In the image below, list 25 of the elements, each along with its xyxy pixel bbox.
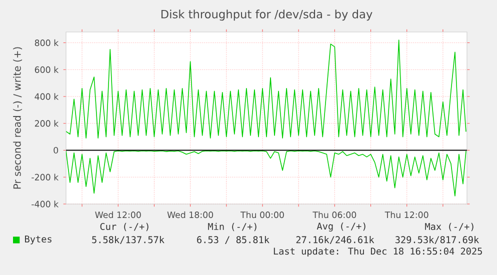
text: 329.53k/817.69k — [395, 236, 479, 244]
text: Min (-/+) — [208, 222, 256, 232]
y-tick-label: 800 k — [34, 39, 59, 46]
text: Last update: Thu Dec 18 16:55:04 2025 — [274, 247, 482, 257]
x-tick-label: Wed 18:00 — [167, 211, 214, 218]
y-tick-label: 600 k — [34, 66, 59, 73]
y-axis-title: Pr second read (-) / write (+) — [13, 47, 22, 189]
text: Max (-/+) — [425, 222, 474, 232]
x-tick-label: Wed 12:00 — [95, 211, 141, 218]
x-tick-label: Thu 00:00 — [240, 211, 284, 218]
x-tick-label: Thu 06:00 — [312, 211, 356, 218]
text: 5.58k/137.57k — [92, 236, 164, 244]
line-series — [66, 40, 466, 139]
y-tick-label: -200 k — [32, 174, 59, 180]
text: Cur (-/+) — [100, 222, 148, 232]
legend-label: Bytes — [25, 236, 52, 244]
x-tick-label: Thu 12:00 — [384, 211, 428, 218]
y-tick-label: -400 k — [32, 200, 59, 208]
y-tick-label: 400 k — [34, 93, 59, 100]
y-tick-label: 0 — [54, 146, 58, 154]
text: 27.16k/246.61k — [296, 236, 374, 244]
chart-title: Disk throughput for /dev/sda - by day — [161, 10, 372, 21]
text: 6.53 / 85.81k — [197, 236, 270, 244]
text: Avg (-/+) — [316, 222, 366, 232]
y-tick-label: 200 k — [34, 120, 59, 127]
